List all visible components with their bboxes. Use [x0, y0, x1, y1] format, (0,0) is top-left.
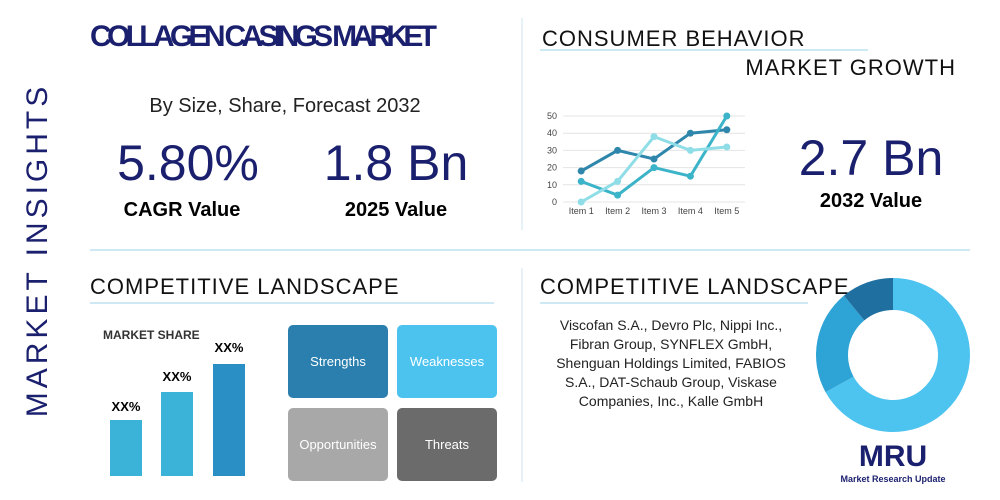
x-tick-label: Item 4 [678, 206, 703, 216]
point [650, 133, 658, 141]
bar-label: XX% [215, 340, 244, 355]
logo-name: Market Research Update [840, 474, 945, 484]
section-subtitle: MARKET GROWTH [745, 55, 956, 80]
share-bar [110, 420, 142, 476]
point [723, 143, 731, 151]
swot-box [397, 408, 497, 481]
company-line: Shenguan Holdings Limited, FABIOS [556, 355, 786, 371]
stat-label: 2032 Value [820, 190, 922, 212]
point [577, 198, 585, 206]
company-line: S.A., DAT-Schaub Group, Viskase [565, 374, 777, 390]
swot-label: Strengths [310, 354, 366, 369]
swot-label: Opportunities [299, 437, 377, 452]
logo-mark: MRU [859, 440, 927, 473]
x-tick-label: Item 1 [569, 206, 594, 216]
subtitle: By Size, Share, Forecast 2032 [149, 95, 420, 117]
swot-box [397, 325, 497, 398]
company-line: Fibran Group, SYNFLEX GmbH, [570, 336, 772, 352]
point [686, 146, 694, 154]
bar-label: XX% [163, 369, 192, 384]
y-tick-label: 10 [547, 180, 557, 190]
section-title: COMPETITIVE LANDSCAPE [540, 274, 850, 299]
point [577, 167, 585, 175]
y-tick-label: 40 [547, 128, 557, 138]
point [686, 172, 694, 180]
swot-box [288, 325, 388, 398]
y-tick-label: 50 [547, 111, 557, 121]
stat-label: 2025 Value [345, 199, 447, 221]
section-title: CONSUMER BEHAVIOR [542, 26, 806, 51]
point [577, 177, 585, 185]
point [650, 155, 658, 163]
stat-value: 2.7 Bn [799, 130, 944, 186]
donut-segment [825, 278, 970, 433]
point [650, 164, 658, 172]
stat-value: 1.8 Bn [324, 135, 469, 191]
donut-segment [843, 278, 893, 321]
x-tick-label: Item 5 [714, 206, 739, 216]
section-title: COMPETITIVE LANDSCAPE [90, 274, 400, 299]
title: COLLAGEN CASINGS MARKET [90, 20, 438, 53]
point [686, 129, 694, 137]
share-bar [213, 364, 245, 476]
point [614, 191, 622, 199]
company-line: Viscofan S.A., Devro Plc, Nippi Inc., [560, 317, 782, 333]
swot-label: Threats [425, 437, 470, 452]
donut-segment [816, 295, 865, 393]
point [723, 126, 731, 134]
point [614, 146, 622, 154]
swot-label: Weaknesses [410, 354, 485, 369]
point [723, 112, 731, 120]
side-label: MARKET INSIGHTS [21, 83, 54, 417]
x-tick-label: Item 2 [605, 206, 630, 216]
y-tick-label: 30 [547, 145, 557, 155]
stat-value: 5.80% [117, 135, 259, 191]
swot-box [288, 408, 388, 481]
x-tick-label: Item 3 [641, 206, 666, 216]
share-bar [161, 392, 193, 476]
y-tick-label: 0 [552, 197, 557, 207]
logo: MRU Market Research Update [840, 440, 945, 484]
chart-title: MARKET SHARE [103, 328, 200, 342]
y-tick-label: 20 [547, 163, 557, 173]
bar-label: XX% [112, 399, 141, 414]
stat-label: CAGR Value [124, 199, 241, 221]
point [614, 177, 622, 185]
company-line: Companies, Inc., Kalle GmbH [579, 393, 763, 409]
